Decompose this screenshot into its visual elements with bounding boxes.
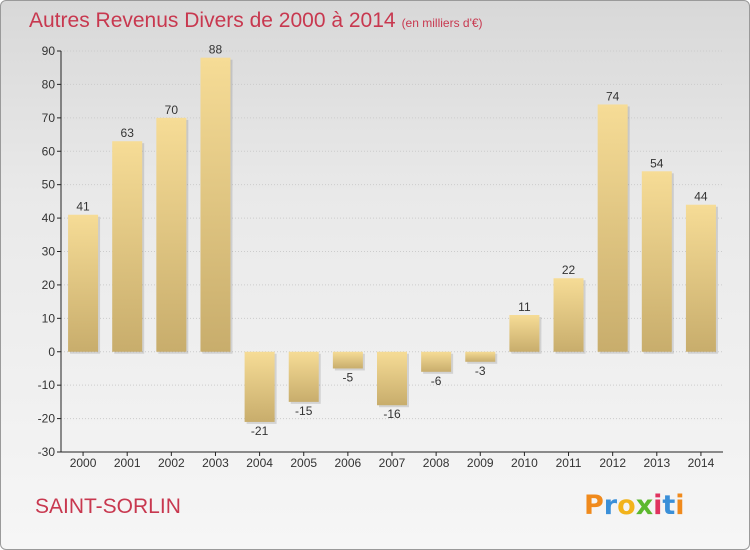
commune-name: SAINT-SORLIN (35, 495, 181, 518)
chart-title-main: Autres Revenus Divers de 2000 à 2014 (29, 9, 396, 32)
bar (156, 117, 187, 352)
bar (288, 351, 319, 402)
x-tick-label: 2003 (202, 456, 229, 470)
bar (597, 104, 628, 352)
logo-letter: r (603, 490, 618, 521)
y-tick-label: 30 (42, 245, 56, 259)
y-tick-label: -30 (38, 445, 56, 459)
x-tick-label: 2006 (335, 456, 362, 470)
bar (68, 214, 99, 352)
y-tick-label: 20 (42, 278, 56, 292)
data-label: -6 (431, 374, 442, 388)
data-label: 54 (650, 156, 664, 170)
y-tick-label: -10 (38, 378, 56, 392)
data-label: 88 (209, 43, 223, 57)
x-tick-label: 2005 (290, 456, 317, 470)
proxiti-logo: Proxiti (584, 490, 685, 521)
data-label: -21 (251, 424, 269, 438)
bar (421, 351, 452, 372)
data-label: 70 (165, 103, 179, 117)
data-label: -3 (475, 364, 486, 378)
logo-letter: P (584, 490, 604, 521)
y-tick-label: 10 (42, 311, 56, 325)
data-label: 11 (518, 300, 531, 314)
data-label: 44 (694, 190, 708, 204)
bar (509, 314, 540, 352)
y-tick-label: 90 (42, 44, 56, 58)
chart-title-unit: (en milliers d'€) (401, 16, 483, 30)
bar (332, 351, 363, 369)
y-tick-label: 50 (42, 178, 56, 192)
bar (112, 141, 143, 352)
chart-title: Autres Revenus Divers de 2000 à 2014 (en … (29, 9, 483, 33)
bar (553, 278, 584, 352)
x-tick-label: 2013 (643, 456, 670, 470)
bar (465, 351, 496, 362)
y-tick-label: 80 (42, 77, 56, 91)
x-tick-label: 2000 (70, 456, 97, 470)
x-tick-label: 2009 (467, 456, 494, 470)
logo-letter: i (653, 490, 663, 521)
data-label: 22 (562, 263, 576, 277)
bar (200, 57, 231, 352)
x-tick-label: 2012 (599, 456, 626, 470)
data-label: -5 (343, 370, 354, 384)
x-tick-label: 2011 (556, 456, 582, 470)
x-tick-label: 2004 (246, 456, 273, 470)
y-tick-label: 70 (42, 111, 56, 125)
bar (377, 351, 407, 406)
data-label: 63 (121, 126, 135, 140)
x-tick-label: 2007 (379, 456, 406, 470)
bar (244, 351, 275, 422)
bar (685, 204, 716, 352)
data-label: -15 (295, 404, 313, 418)
x-tick-label: 2014 (688, 456, 715, 470)
x-tick-label: 2010 (511, 456, 538, 470)
x-tick-label: 2008 (423, 456, 450, 470)
data-label: -16 (383, 407, 401, 421)
y-tick-label: 0 (48, 345, 55, 359)
logo-letter: i (675, 490, 685, 521)
data-label: 41 (76, 200, 90, 214)
x-tick-label: 2001 (114, 456, 141, 470)
y-tick-label: 60 (42, 144, 56, 158)
logo-letter: t (662, 490, 676, 521)
y-tick-label: -20 (38, 412, 56, 426)
data-label: 74 (606, 89, 620, 103)
logo-letter: x (635, 490, 654, 521)
y-tick-label: 40 (42, 211, 56, 225)
x-tick-label: 2002 (158, 456, 185, 470)
logo-letter: o (617, 490, 636, 521)
bar (641, 171, 672, 352)
